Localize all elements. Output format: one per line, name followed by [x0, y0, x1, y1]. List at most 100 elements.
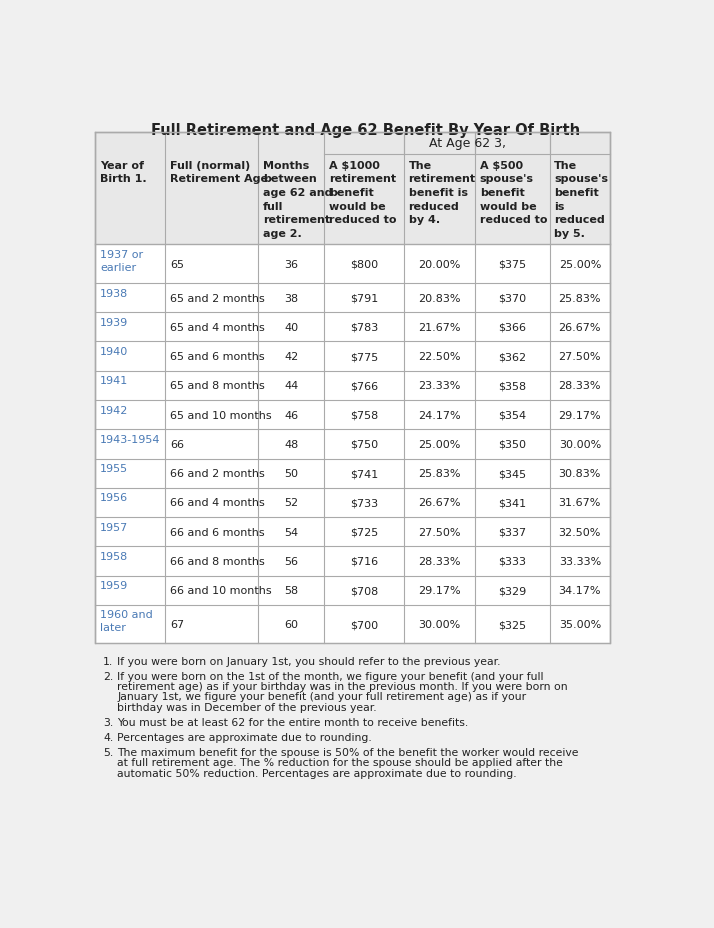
- Text: $362: $362: [498, 352, 526, 362]
- Text: 60: 60: [284, 619, 298, 629]
- Text: The
retirement
benefit is
reduced
by 4.: The retirement benefit is reduced by 4.: [408, 161, 476, 225]
- Text: 1955: 1955: [100, 464, 129, 473]
- Text: 34.17%: 34.17%: [558, 586, 601, 596]
- Text: 56: 56: [284, 556, 298, 566]
- Text: The
spouse's
benefit
is
reduced
by 5.: The spouse's benefit is reduced by 5.: [554, 161, 608, 238]
- Text: 1958: 1958: [100, 551, 129, 561]
- Bar: [96, 133, 610, 644]
- Text: 38: 38: [284, 293, 298, 303]
- Text: 65 and 4 months: 65 and 4 months: [170, 323, 265, 332]
- Text: A $500
spouse's
benefit
would be
reduced to: A $500 spouse's benefit would be reduced…: [480, 161, 548, 225]
- Text: A $1000
retirement
benefit
would be
reduced to: A $1000 retirement benefit would be redu…: [328, 161, 396, 225]
- Text: $725: $725: [350, 527, 378, 537]
- Text: 5.: 5.: [104, 747, 114, 757]
- Text: 25.00%: 25.00%: [558, 260, 601, 269]
- Text: 66 and 2 months: 66 and 2 months: [170, 469, 265, 479]
- Text: $783: $783: [350, 323, 378, 332]
- Text: 26.67%: 26.67%: [418, 498, 461, 508]
- Text: If you were born on January 1st, you should refer to the previous year.: If you were born on January 1st, you sho…: [117, 656, 501, 666]
- Text: 25.00%: 25.00%: [418, 440, 461, 449]
- Text: 2.: 2.: [104, 671, 114, 681]
- Text: 33.33%: 33.33%: [558, 556, 601, 566]
- Text: 40: 40: [284, 323, 298, 332]
- Text: 36: 36: [284, 260, 298, 269]
- Text: 35.00%: 35.00%: [558, 619, 601, 629]
- Text: $766: $766: [350, 381, 378, 391]
- Text: 42: 42: [284, 352, 298, 362]
- Text: 1939: 1939: [100, 317, 129, 328]
- Text: 1957: 1957: [100, 522, 129, 532]
- Text: 30.00%: 30.00%: [418, 619, 461, 629]
- Text: 20.00%: 20.00%: [418, 260, 461, 269]
- Text: You must be at least 62 for the entire month to receive benefits.: You must be at least 62 for the entire m…: [117, 717, 468, 727]
- Text: 66 and 10 months: 66 and 10 months: [170, 586, 271, 596]
- Text: $758: $758: [350, 410, 378, 420]
- Text: at full retirement age. The % reduction for the spouse should be applied after t: at full retirement age. The % reduction …: [117, 757, 563, 767]
- Text: 65 and 8 months: 65 and 8 months: [170, 381, 265, 391]
- Text: $750: $750: [350, 440, 378, 449]
- Text: 3.: 3.: [104, 717, 114, 727]
- Text: 28.33%: 28.33%: [558, 381, 601, 391]
- Text: $366: $366: [498, 323, 526, 332]
- Text: $791: $791: [350, 293, 378, 303]
- Text: $733: $733: [350, 498, 378, 508]
- Text: 66: 66: [170, 440, 183, 449]
- Text: $716: $716: [350, 556, 378, 566]
- Text: 44: 44: [284, 381, 298, 391]
- Text: birthday was in December of the previous year.: birthday was in December of the previous…: [117, 702, 377, 712]
- Text: $358: $358: [498, 381, 526, 391]
- Text: $700: $700: [350, 619, 378, 629]
- Text: 29.17%: 29.17%: [418, 586, 461, 596]
- Text: 26.67%: 26.67%: [558, 323, 601, 332]
- Text: 1942: 1942: [100, 406, 129, 415]
- Text: 1937 or
earlier: 1937 or earlier: [100, 250, 144, 273]
- Text: 27.50%: 27.50%: [558, 352, 601, 362]
- Text: Months
between
age 62 and
full
retirement
age 2.: Months between age 62 and full retiremen…: [263, 161, 332, 238]
- Text: 66 and 6 months: 66 and 6 months: [170, 527, 264, 537]
- Text: 54: 54: [284, 527, 298, 537]
- Bar: [96, 133, 610, 245]
- Text: $345: $345: [498, 469, 526, 479]
- Text: $350: $350: [498, 440, 526, 449]
- Text: 1.: 1.: [104, 656, 114, 666]
- Text: $775: $775: [350, 352, 378, 362]
- Text: 29.17%: 29.17%: [558, 410, 601, 420]
- Text: 27.50%: 27.50%: [418, 527, 461, 537]
- Text: The maximum benefit for the spouse is 50% of the benefit the worker would receiv: The maximum benefit for the spouse is 50…: [117, 747, 578, 757]
- Text: 1938: 1938: [100, 289, 129, 298]
- Text: $337: $337: [498, 527, 526, 537]
- Text: 1941: 1941: [100, 376, 129, 386]
- Text: January 1st, we figure your benefit (and your full retirement age) as if your: January 1st, we figure your benefit (and…: [117, 691, 526, 702]
- Text: At Age 62 3,: At Age 62 3,: [428, 137, 506, 150]
- Text: 28.33%: 28.33%: [418, 556, 461, 566]
- Text: 32.50%: 32.50%: [558, 527, 601, 537]
- Text: 22.50%: 22.50%: [418, 352, 461, 362]
- Text: 20.83%: 20.83%: [418, 293, 461, 303]
- Text: $354: $354: [498, 410, 526, 420]
- Text: $341: $341: [498, 498, 526, 508]
- Text: 65: 65: [170, 260, 183, 269]
- Text: 50: 50: [284, 469, 298, 479]
- Text: 24.17%: 24.17%: [418, 410, 461, 420]
- Text: 4.: 4.: [104, 732, 114, 742]
- Text: $333: $333: [498, 556, 526, 566]
- Text: Full (normal)
Retirement Age: Full (normal) Retirement Age: [170, 161, 268, 184]
- Text: 25.83%: 25.83%: [558, 293, 601, 303]
- Text: 1940: 1940: [100, 347, 129, 356]
- Text: 65 and 2 months: 65 and 2 months: [170, 293, 265, 303]
- Text: Full Retirement and Age 62 Benefit By Year Of Birth: Full Retirement and Age 62 Benefit By Ye…: [151, 122, 580, 138]
- Text: 23.33%: 23.33%: [418, 381, 461, 391]
- Text: $329: $329: [498, 586, 526, 596]
- Text: 1956: 1956: [100, 493, 129, 503]
- Text: 66 and 8 months: 66 and 8 months: [170, 556, 265, 566]
- Text: $708: $708: [350, 586, 378, 596]
- Text: 65 and 10 months: 65 and 10 months: [170, 410, 271, 420]
- Text: $375: $375: [498, 260, 526, 269]
- Bar: [96, 245, 610, 644]
- Text: 58: 58: [284, 586, 298, 596]
- Text: 30.00%: 30.00%: [558, 440, 601, 449]
- Text: 1943-1954: 1943-1954: [100, 434, 161, 445]
- Text: $370: $370: [498, 293, 526, 303]
- Text: 30.83%: 30.83%: [558, 469, 601, 479]
- Text: automatic 50% reduction. Percentages are approximate due to rounding.: automatic 50% reduction. Percentages are…: [117, 767, 517, 778]
